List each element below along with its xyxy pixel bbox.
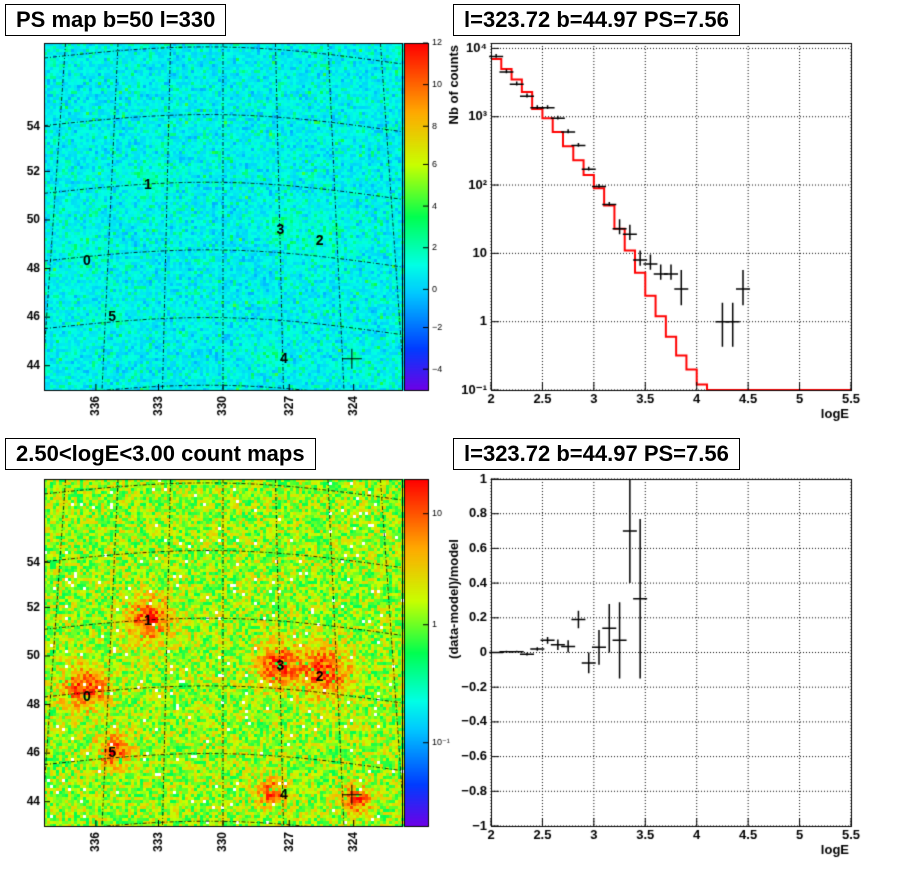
spectrum-title: l=323.72 b=44.97 PS=7.56 <box>453 4 740 36</box>
residual-title: l=323.72 b=44.97 PS=7.56 <box>453 438 740 470</box>
ps-map-title: PS map b=50 l=330 <box>5 4 227 36</box>
count-map-title: 2.50<logE<3.00 count maps <box>5 438 316 470</box>
